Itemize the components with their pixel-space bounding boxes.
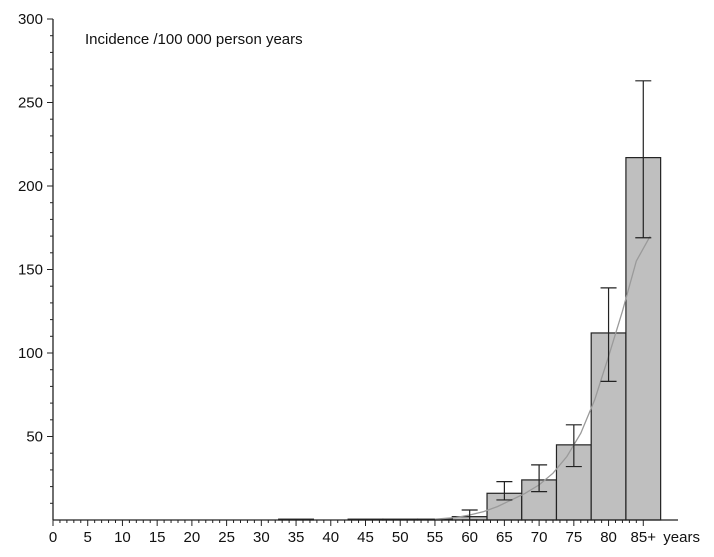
error-bars-layer	[461, 80, 652, 521]
x-tick-label-45: 45	[357, 529, 374, 546]
y-tick-label-150: 150	[18, 262, 43, 279]
x-tick-label-10: 10	[114, 529, 131, 546]
axes-layer	[47, 18, 678, 526]
x-tick-label-30: 30	[253, 529, 270, 546]
x-tick-label-0: 0	[49, 529, 57, 546]
x-tick-label-15: 15	[149, 529, 166, 546]
fit-curve	[434, 235, 651, 520]
y-tick-label-50: 50	[26, 429, 43, 446]
x-tick-label-80: 80	[600, 529, 617, 546]
y-tick-label-100: 100	[18, 345, 43, 362]
chart-title: Incidence /100 000 person years	[85, 31, 303, 48]
x-tick-label-5: 5	[84, 529, 92, 546]
x-tick-label-75: 75	[565, 529, 582, 546]
x-tick-label-70: 70	[531, 529, 548, 546]
x-tick-label-85plus: 85+	[631, 529, 657, 546]
x-tick-label-20: 20	[184, 529, 201, 546]
bars-layer	[278, 157, 662, 521]
x-tick-label-35: 35	[288, 529, 305, 546]
tick-labels-layer: 50 100 150 200 250 300 0 5 10 15 20 25 30 35 40 45 50 55 6…	[18, 11, 700, 546]
x-tick-label-25: 25	[218, 529, 235, 546]
x-tick-label-55: 55	[427, 529, 444, 546]
y-tick-label-300: 300	[18, 11, 43, 28]
x-tick-label-65: 65	[496, 529, 513, 546]
y-tick-label-250: 250	[18, 95, 43, 112]
x-tick-label-60: 60	[461, 529, 478, 546]
x-tick-label-40: 40	[322, 529, 339, 546]
x-axis-label: years	[663, 529, 700, 546]
x-tick-label-50: 50	[392, 529, 409, 546]
fit-curve-layer	[434, 235, 651, 520]
y-tick-label-200: 200	[18, 178, 43, 195]
